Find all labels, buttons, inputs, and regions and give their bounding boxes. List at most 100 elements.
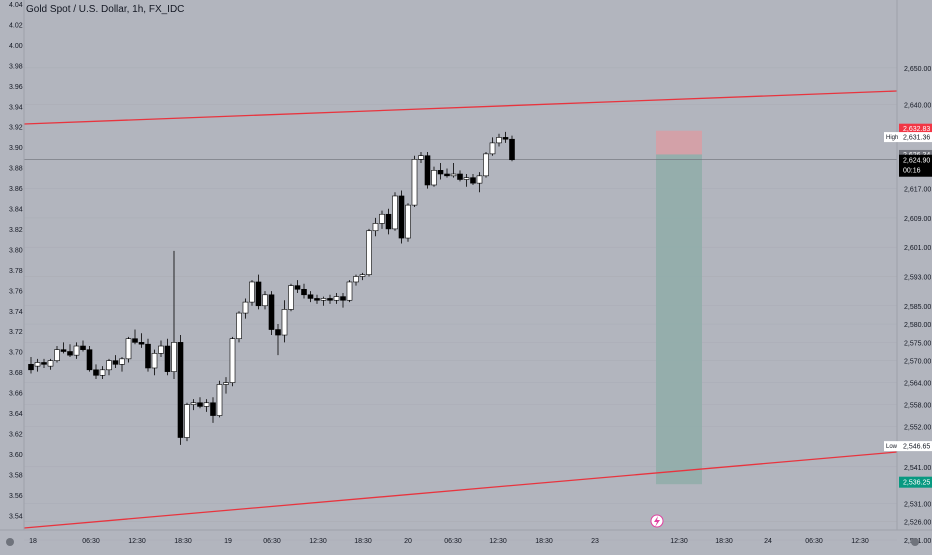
left-tick-label: 3.58 xyxy=(9,472,23,479)
left-tick-label: 3.78 xyxy=(9,268,23,275)
left-tick-label: 4.04 xyxy=(9,2,23,9)
candle xyxy=(509,135,515,162)
candle xyxy=(60,342,67,354)
candle xyxy=(190,399,197,411)
candle-body xyxy=(210,402,216,416)
candle xyxy=(138,333,145,348)
candle xyxy=(431,166,437,187)
x-tick-label: 18 xyxy=(29,538,37,545)
left-tick-label: 3.64 xyxy=(9,411,23,418)
candle-body xyxy=(275,329,281,336)
lightning-icon xyxy=(654,516,660,527)
candle-body xyxy=(359,274,366,277)
lower-trendline xyxy=(23,451,898,529)
candle xyxy=(99,366,106,379)
x-tick-label: 18:30 xyxy=(174,538,192,545)
high-price-tag: 2,631.36 xyxy=(903,135,930,142)
candle xyxy=(80,340,86,352)
candle xyxy=(359,272,366,281)
trendlines[interactable] xyxy=(23,90,898,529)
left-tick-label: 4.00 xyxy=(9,43,23,50)
candle xyxy=(327,294,333,304)
current-price-bg xyxy=(899,154,932,177)
right-tick-label: 2,601.00 xyxy=(904,245,931,252)
candle-body xyxy=(119,358,125,365)
right-tick-label: 2,541.00 xyxy=(904,465,931,472)
candle xyxy=(463,174,470,187)
right-tick-label: 2,585.00 xyxy=(904,304,931,311)
candle-body xyxy=(424,155,431,186)
high-caption-bg xyxy=(884,132,899,143)
candle xyxy=(73,342,80,359)
left-tick-label: 3.74 xyxy=(9,309,23,316)
candle xyxy=(392,192,398,231)
x-tick-label: 24 xyxy=(764,538,772,545)
candle xyxy=(177,335,184,445)
candle xyxy=(223,377,229,394)
right-tick-label: 2,552.00 xyxy=(904,425,931,432)
right-tick-label: 2,609.00 xyxy=(904,216,931,223)
candle-body xyxy=(353,276,359,283)
right-tick-label: 2,526.00 xyxy=(904,520,931,527)
candle xyxy=(314,294,320,304)
candle xyxy=(255,274,262,310)
x-tick-label: 12:30 xyxy=(670,538,688,545)
entry-price-tag-bg xyxy=(899,149,932,159)
candle-body xyxy=(106,360,112,371)
candle xyxy=(164,338,171,376)
left-tick-label: 3.80 xyxy=(9,247,23,254)
candle xyxy=(418,152,424,164)
candle xyxy=(275,324,281,356)
left-tick-label: 3.54 xyxy=(9,513,23,520)
candle xyxy=(86,346,93,372)
candle xyxy=(145,338,151,372)
candle xyxy=(281,300,288,343)
candle xyxy=(197,397,203,409)
candle-body xyxy=(372,223,379,232)
candle-body xyxy=(437,170,444,175)
candle xyxy=(496,133,502,147)
candle xyxy=(372,217,379,237)
candle xyxy=(132,329,138,345)
candle xyxy=(320,296,327,306)
current-price-tag: 2,624.90 xyxy=(903,158,930,165)
time-axis[interactable]: 18 06:30 12:30 18:30 19 06:30 12:30 18:30 20 06:3… xyxy=(0,529,932,546)
candle xyxy=(249,280,255,306)
candle xyxy=(398,190,405,244)
left-tick-label: 3.90 xyxy=(9,145,23,152)
right-tick-label: 2,617.00 xyxy=(904,187,931,194)
candle-body xyxy=(476,175,483,184)
candle xyxy=(411,155,418,207)
candle-body xyxy=(197,402,203,407)
candle xyxy=(184,402,190,442)
candle-body xyxy=(223,382,229,385)
candle-body xyxy=(34,362,41,367)
x-tick-label: 18:30 xyxy=(354,538,372,545)
candle xyxy=(112,355,119,368)
x-tick-label: 06:30 xyxy=(444,538,462,545)
high-caption: High xyxy=(886,135,898,141)
candle xyxy=(106,358,112,376)
left-price-axis: 4.04 4.02 4.00 3.98 3.96 3.94 3.92 3.90 3.88 3.86… xyxy=(9,0,25,530)
candle-body xyxy=(327,298,333,301)
left-tick-label: 3.82 xyxy=(9,227,23,234)
candle-body xyxy=(385,213,392,230)
candle xyxy=(54,346,60,363)
price-tags: 2,632.832,631.362,626.342,624.9000:16Hig… xyxy=(884,123,932,488)
candle-body xyxy=(86,349,93,371)
candle-body xyxy=(171,342,177,372)
candle-body xyxy=(164,345,171,372)
candle-body xyxy=(60,349,67,352)
candle-body xyxy=(203,402,210,407)
low-price-tag-bg xyxy=(899,441,932,452)
left-tick-label: 3.70 xyxy=(9,350,23,357)
right-tick-label: 2,558.00 xyxy=(904,403,931,410)
candle xyxy=(470,174,476,185)
candle-body xyxy=(483,153,489,177)
candle xyxy=(171,250,177,379)
candle-body xyxy=(301,288,307,296)
candle-body xyxy=(392,195,398,230)
